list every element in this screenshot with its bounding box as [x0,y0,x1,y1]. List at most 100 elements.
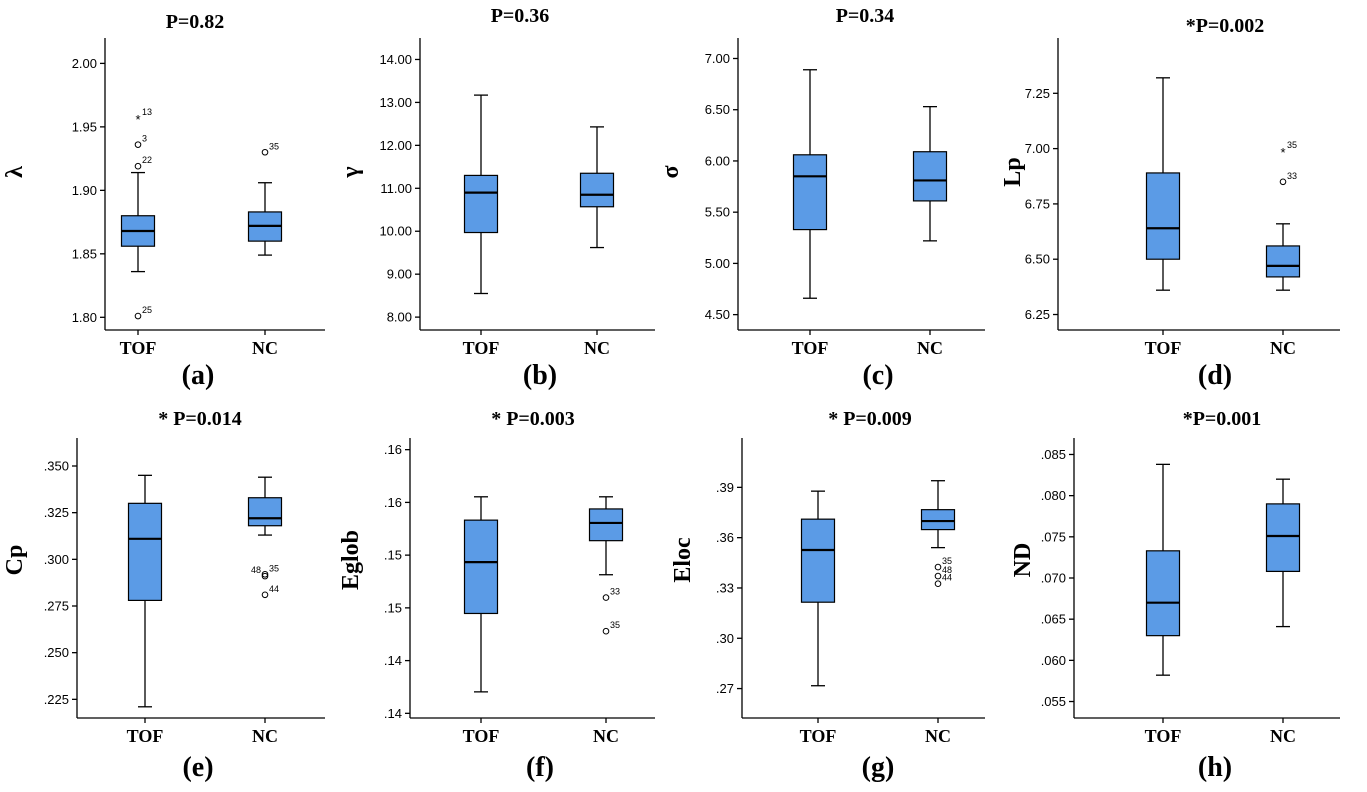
y-tick-label: 2.00 [72,56,97,71]
y-tick-label: .14 [384,653,402,668]
iqr-box [1265,503,1301,573]
y-tick-label: 1.80 [72,310,97,325]
y-tick-label: 14.00 [379,52,412,67]
box-nc: 35 [247,141,283,256]
outlier-marker [261,591,269,599]
category-label: TOF [463,726,500,746]
iqr-box [1145,172,1181,260]
iqr-box [1265,245,1301,278]
panel-label: (a) [182,360,215,391]
panel-c: P=0.34 (c) σ 4.50 5.00 5.50 6.00 6.50 7.00 TOF NC [658,5,985,391]
outlier-marker [134,162,142,170]
y-tick-label: .250 [44,645,69,660]
y-tick-label: 6.00 [705,153,730,168]
y-tick-label: 7.00 [1025,141,1050,156]
panel-label: (f) [526,752,554,783]
outlier-label: 25 [142,305,152,315]
y-tick-label: 6.25 [1025,307,1050,322]
box-tof [463,496,499,693]
y-tick-label: 5.50 [705,205,730,220]
extreme-marker: * [135,112,140,127]
box-tof [1145,77,1181,291]
category-label: NC [917,338,943,358]
box-tof [800,490,836,687]
iqr-box [463,519,499,615]
panel-g: * P=0.009 (g) Eloc .27 .30 .33 .36 .39 TOF NC 3548… [670,408,985,783]
panel-label: (d) [1198,360,1232,391]
y-tick-label: 1.90 [72,183,97,198]
outlier-marker [1279,178,1287,186]
iqr-box [1145,550,1181,637]
y-tick-label: .070 [1041,571,1066,586]
outlier-marker [261,572,269,580]
panel-label: (h) [1198,752,1232,783]
y-tick-label: .14 [384,706,402,721]
panel-f: * P=0.003 (f) Eglob .14 .14 .15 .15 .16 .16 TOF NC… [338,408,655,783]
outlier-marker [134,141,142,148]
category-label: NC [925,726,951,746]
y-tick-label: .085 [1041,447,1066,462]
outlier-label: 35 [942,556,952,566]
outlier-marker [261,148,269,156]
y-tick-label: .27 [716,681,734,696]
box-tof [792,69,828,299]
outlier-marker [602,594,610,601]
panel-a: P=0.82 (a) λ 1.80 1.85 1.90 1.95 2.00 TOF NC * 13 3 2… [2,11,325,391]
box-tof: * 13 3 22 25 [120,107,156,320]
y-tick-label: .39 [716,480,734,495]
y-tick-label: 6.50 [705,102,730,117]
outlier-label: 3 [142,134,147,144]
iqr-box [800,518,836,603]
box-nc: 33 35 [588,496,624,635]
category-label: NC [1270,338,1296,358]
outlier-label: 44 [269,584,279,594]
outlier-label: 13 [142,107,152,117]
y-tick-label: .225 [44,692,69,707]
y-axis-label: Eloc [670,537,696,583]
outlier-marker [934,580,942,587]
category-label: TOF [800,726,837,746]
y-tick-label: .30 [716,631,734,646]
panel-h: *P=0.001 (h) ND .055 .060 .065 .070 .075 .080 .08… [1010,408,1340,783]
outlier-label: 44 [942,573,952,583]
y-tick-label: 1.85 [72,246,97,261]
outlier-label: 35 [269,141,279,151]
y-tick-label: .080 [1041,488,1066,503]
outlier-label: 48 [251,565,261,575]
extreme-marker: * [1280,145,1285,160]
outlier-label: 33 [610,587,620,597]
outlier-marker [602,627,610,635]
y-axis-label: ND [1010,543,1036,578]
iqr-box [588,508,624,542]
box-nc: * 35 33 [1265,140,1301,291]
panel-title: * P=0.014 [158,408,242,430]
iqr-box [247,497,283,527]
outlier-marker [261,570,269,578]
y-tick-label: 5.00 [705,256,730,271]
y-tick-label: .350 [44,459,69,474]
y-tick-label: 1.95 [72,119,97,134]
y-tick-label: .060 [1041,653,1066,668]
y-tick-label: .275 [44,599,69,614]
y-tick-label: .055 [1041,694,1066,709]
y-tick-label: 10.00 [379,224,412,239]
box-tof [1145,463,1181,676]
y-tick-label: .325 [44,505,69,520]
y-tick-label: .15 [384,548,402,563]
y-tick-label: .075 [1041,529,1066,544]
panel-label: (e) [182,752,213,783]
box-nc [1265,478,1301,628]
outlier-label: 35 [269,563,279,573]
y-tick-label: .300 [44,552,69,567]
outlier-label: 48 [942,565,952,575]
outlier-marker [134,312,142,320]
category-label: TOF [127,726,164,746]
panel-title: * P=0.003 [491,408,575,430]
outlier-marker [934,572,942,580]
iqr-box [920,509,956,531]
panel-e: * P=0.014 (e) Cp .225 .250 .275 .300 .325 .350 TO… [2,408,325,783]
panel-label: (g) [862,752,895,783]
y-tick-label: 11.00 [380,181,412,196]
